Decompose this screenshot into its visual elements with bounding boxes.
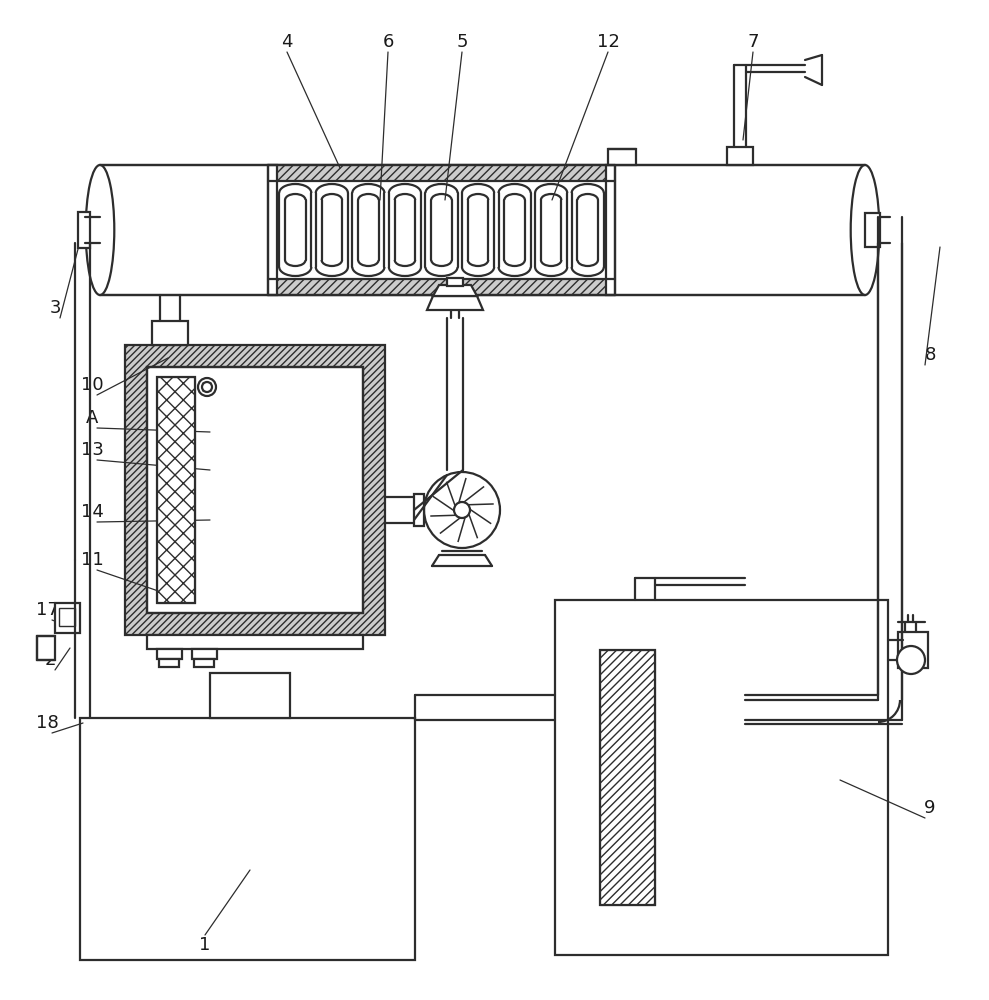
Bar	[100, 165, 865, 295]
Bar	[159, 659, 179, 667]
Text: 14: 14	[80, 503, 104, 521]
Bar	[59, 608, 75, 626]
Bar	[157, 377, 195, 603]
Bar	[192, 649, 217, 659]
Bar	[727, 147, 753, 165]
Polygon shape	[433, 285, 477, 296]
Ellipse shape	[851, 165, 879, 295]
Bar	[147, 367, 363, 613]
Bar	[555, 600, 888, 955]
Circle shape	[198, 378, 216, 396]
Text: 10: 10	[81, 376, 103, 394]
Bar	[268, 279, 615, 295]
Circle shape	[454, 502, 470, 518]
Bar	[600, 650, 655, 905]
Text: 3: 3	[49, 299, 60, 317]
Bar	[125, 345, 385, 635]
Bar	[80, 718, 415, 960]
Bar	[194, 659, 214, 667]
Circle shape	[897, 646, 925, 674]
Polygon shape	[427, 296, 483, 310]
Text: 17: 17	[36, 601, 58, 619]
Circle shape	[424, 472, 500, 548]
Bar	[55, 603, 80, 633]
Bar	[157, 377, 195, 603]
Text: 13: 13	[80, 441, 104, 459]
Text: 2: 2	[45, 651, 55, 669]
Text: 9: 9	[925, 799, 936, 817]
Bar	[147, 635, 363, 649]
Text: 5: 5	[456, 33, 468, 51]
Bar	[125, 345, 385, 635]
Bar	[152, 321, 188, 345]
Text: 6: 6	[383, 33, 394, 51]
Bar	[608, 149, 636, 165]
Bar	[898, 632, 928, 668]
Bar	[447, 278, 463, 286]
Ellipse shape	[86, 165, 115, 295]
Bar	[210, 673, 290, 718]
Bar	[157, 649, 182, 659]
Text: 12: 12	[596, 33, 619, 51]
Text: 1: 1	[200, 936, 211, 954]
Circle shape	[202, 382, 212, 392]
Text: 18: 18	[36, 714, 58, 732]
Text: 11: 11	[81, 551, 104, 569]
Text: A: A	[86, 409, 98, 427]
Bar	[865, 213, 880, 247]
Bar	[37, 636, 55, 660]
Bar	[147, 367, 363, 613]
Bar	[414, 494, 424, 526]
Bar	[268, 165, 615, 181]
Text: 4: 4	[281, 33, 293, 51]
Bar	[600, 650, 655, 905]
Text: 8: 8	[925, 346, 936, 364]
Bar	[268, 165, 277, 295]
Bar	[606, 165, 615, 295]
Text: 7: 7	[748, 33, 759, 51]
Bar	[78, 212, 90, 248]
